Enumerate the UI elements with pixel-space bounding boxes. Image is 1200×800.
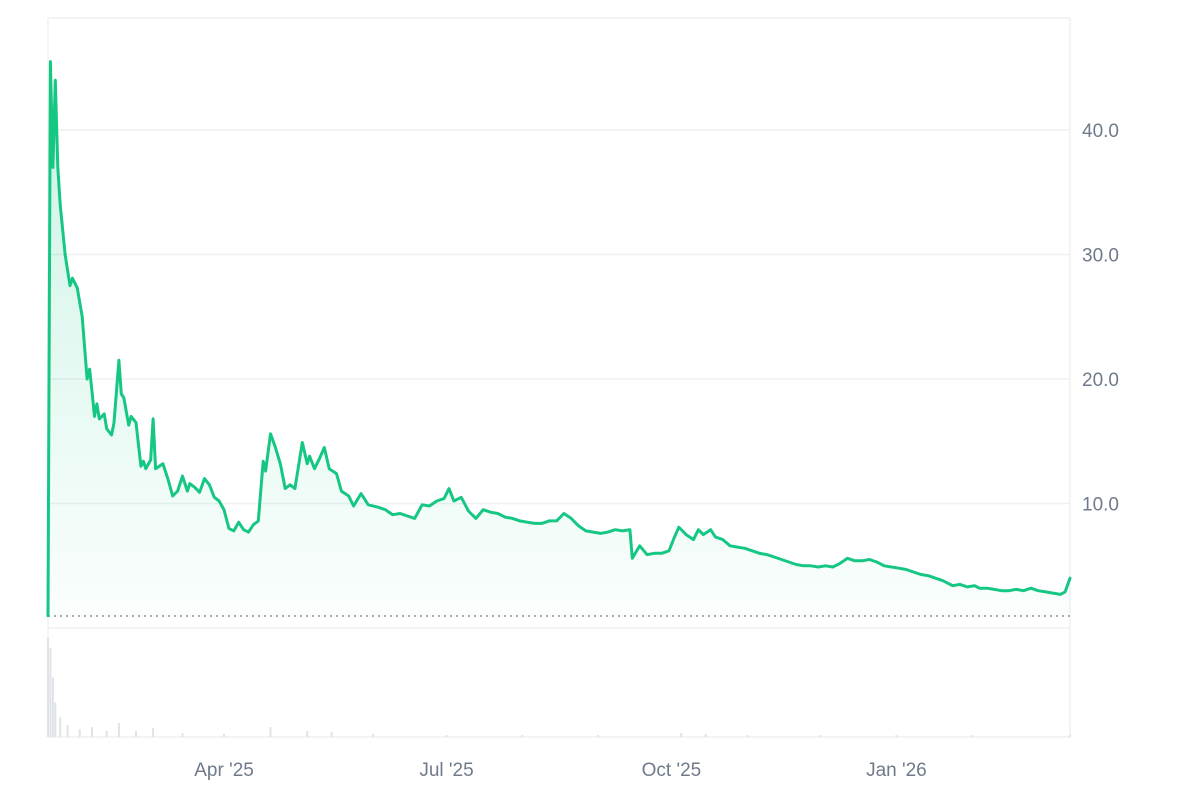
x-tick-label: Jan '26: [866, 760, 927, 781]
volume-bar: [680, 733, 683, 737]
volume-bar: [372, 734, 375, 737]
volume-bar: [1069, 735, 1071, 737]
x-tick-label: Jul '25: [419, 760, 473, 781]
volume-bar: [445, 735, 448, 737]
volume-bar: [746, 735, 749, 737]
volume-bar: [895, 735, 898, 737]
chart-frame: [47, 17, 1071, 738]
volume-bar: [49, 647, 52, 737]
y-tick-label: 40.0: [1082, 121, 1119, 142]
volume-bar: [117, 723, 120, 737]
volume-bar: [306, 731, 309, 737]
volume-bar: [704, 734, 707, 737]
volume-bar: [521, 735, 524, 737]
x-axis-ticks: Apr '25 Jul '25 Oct '25 Jan '26: [194, 760, 927, 781]
price-line: [46, 60, 1072, 618]
volume-bar: [223, 734, 225, 737]
volume-bar: [54, 702, 57, 737]
volume-bar: [51, 677, 54, 737]
volume-bar: [181, 733, 184, 737]
volume-bar: [66, 725, 69, 737]
y-tick-label: 30.0: [1082, 246, 1119, 267]
x-tick-label: Oct '25: [642, 760, 702, 781]
volume-bar: [59, 717, 62, 737]
volume-bar: [105, 731, 108, 737]
volume-bars: [47, 638, 1071, 737]
x-tick-label: Apr '25: [194, 760, 254, 781]
volume-bar: [819, 735, 822, 737]
y-axis-ticks: 10.0 20.0 30.0 40.0: [1082, 121, 1119, 515]
volume-bar: [152, 728, 155, 737]
volume-bar: [78, 729, 81, 737]
volume-bar: [135, 731, 137, 737]
volume-bar: [330, 732, 333, 737]
volume-bar: [269, 727, 272, 737]
y-tick-label: 20.0: [1082, 370, 1119, 391]
volume-bar: [91, 727, 93, 737]
volume-bar: [971, 735, 974, 737]
price-area: [48, 61, 1070, 616]
grid-lines: [48, 129, 1070, 505]
y-tick-label: 10.0: [1082, 495, 1119, 516]
volume-bar: [597, 735, 600, 737]
volume-bar: [47, 638, 49, 737]
